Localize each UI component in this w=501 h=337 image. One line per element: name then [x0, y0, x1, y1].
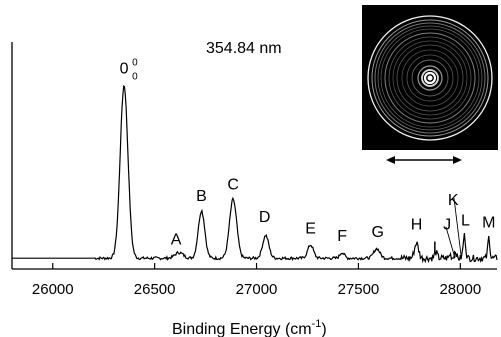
inset-ring — [417, 65, 443, 91]
inset-ring — [421, 69, 439, 87]
peak-label-m: M — [482, 215, 495, 232]
spectrum-line — [12, 84, 498, 264]
inset-rings — [367, 15, 493, 141]
peak-label-l: L — [461, 213, 470, 230]
inset-ring — [374, 22, 486, 134]
peak-label-subscript: 0 — [132, 72, 138, 83]
x-tick-label: 26500 — [134, 281, 176, 298]
peak-label-i: I — [433, 239, 437, 256]
peak-label-h: H — [411, 217, 423, 234]
peak-label-f: F — [337, 228, 347, 245]
inset-ring — [423, 71, 437, 85]
x-axis-title: Binding Energy (cm-1) — [172, 318, 327, 337]
inset-ring — [377, 25, 483, 131]
inset-ring — [384, 32, 476, 124]
peak-label-c: C — [227, 177, 239, 194]
wavelength-annotation: 354.84 nm — [206, 40, 282, 57]
x-tick-label: 28000 — [439, 281, 481, 298]
peak-label-j: J — [443, 217, 451, 234]
spectrum-series — [12, 84, 498, 264]
inset-ring — [380, 28, 480, 128]
double-arrow-icon — [386, 156, 462, 164]
peak-label-e: E — [305, 220, 316, 237]
inset-ring — [367, 15, 493, 141]
inset-ring — [371, 19, 489, 137]
inset-ring — [406, 54, 454, 102]
x-tick-label: 27500 — [338, 281, 380, 298]
peak-label-b: B — [196, 188, 207, 205]
peak-label-g: G — [372, 224, 384, 241]
peak-label-0: 0 — [120, 61, 129, 78]
label-j-arrow — [445, 226, 456, 259]
x-tick-label: 27000 — [236, 281, 278, 298]
label-k-arrow — [453, 197, 462, 256]
x-axis-ticks: 26000 26500 27000 27500 28000 — [32, 263, 481, 298]
inset-ring — [392, 40, 468, 116]
inset-ring — [401, 49, 459, 107]
peak-label-a: A — [171, 232, 182, 249]
inset-ring — [388, 36, 472, 120]
inset-ring — [411, 59, 449, 97]
peak-label-k: K — [448, 192, 459, 209]
peak-label-superscript: 0 — [132, 58, 138, 69]
peak-label-d: D — [259, 209, 271, 226]
photoelectron-image-icon — [362, 5, 498, 150]
inset-center — [427, 75, 433, 81]
inset-ring — [396, 44, 464, 112]
x-tick-label: 26000 — [32, 281, 74, 298]
